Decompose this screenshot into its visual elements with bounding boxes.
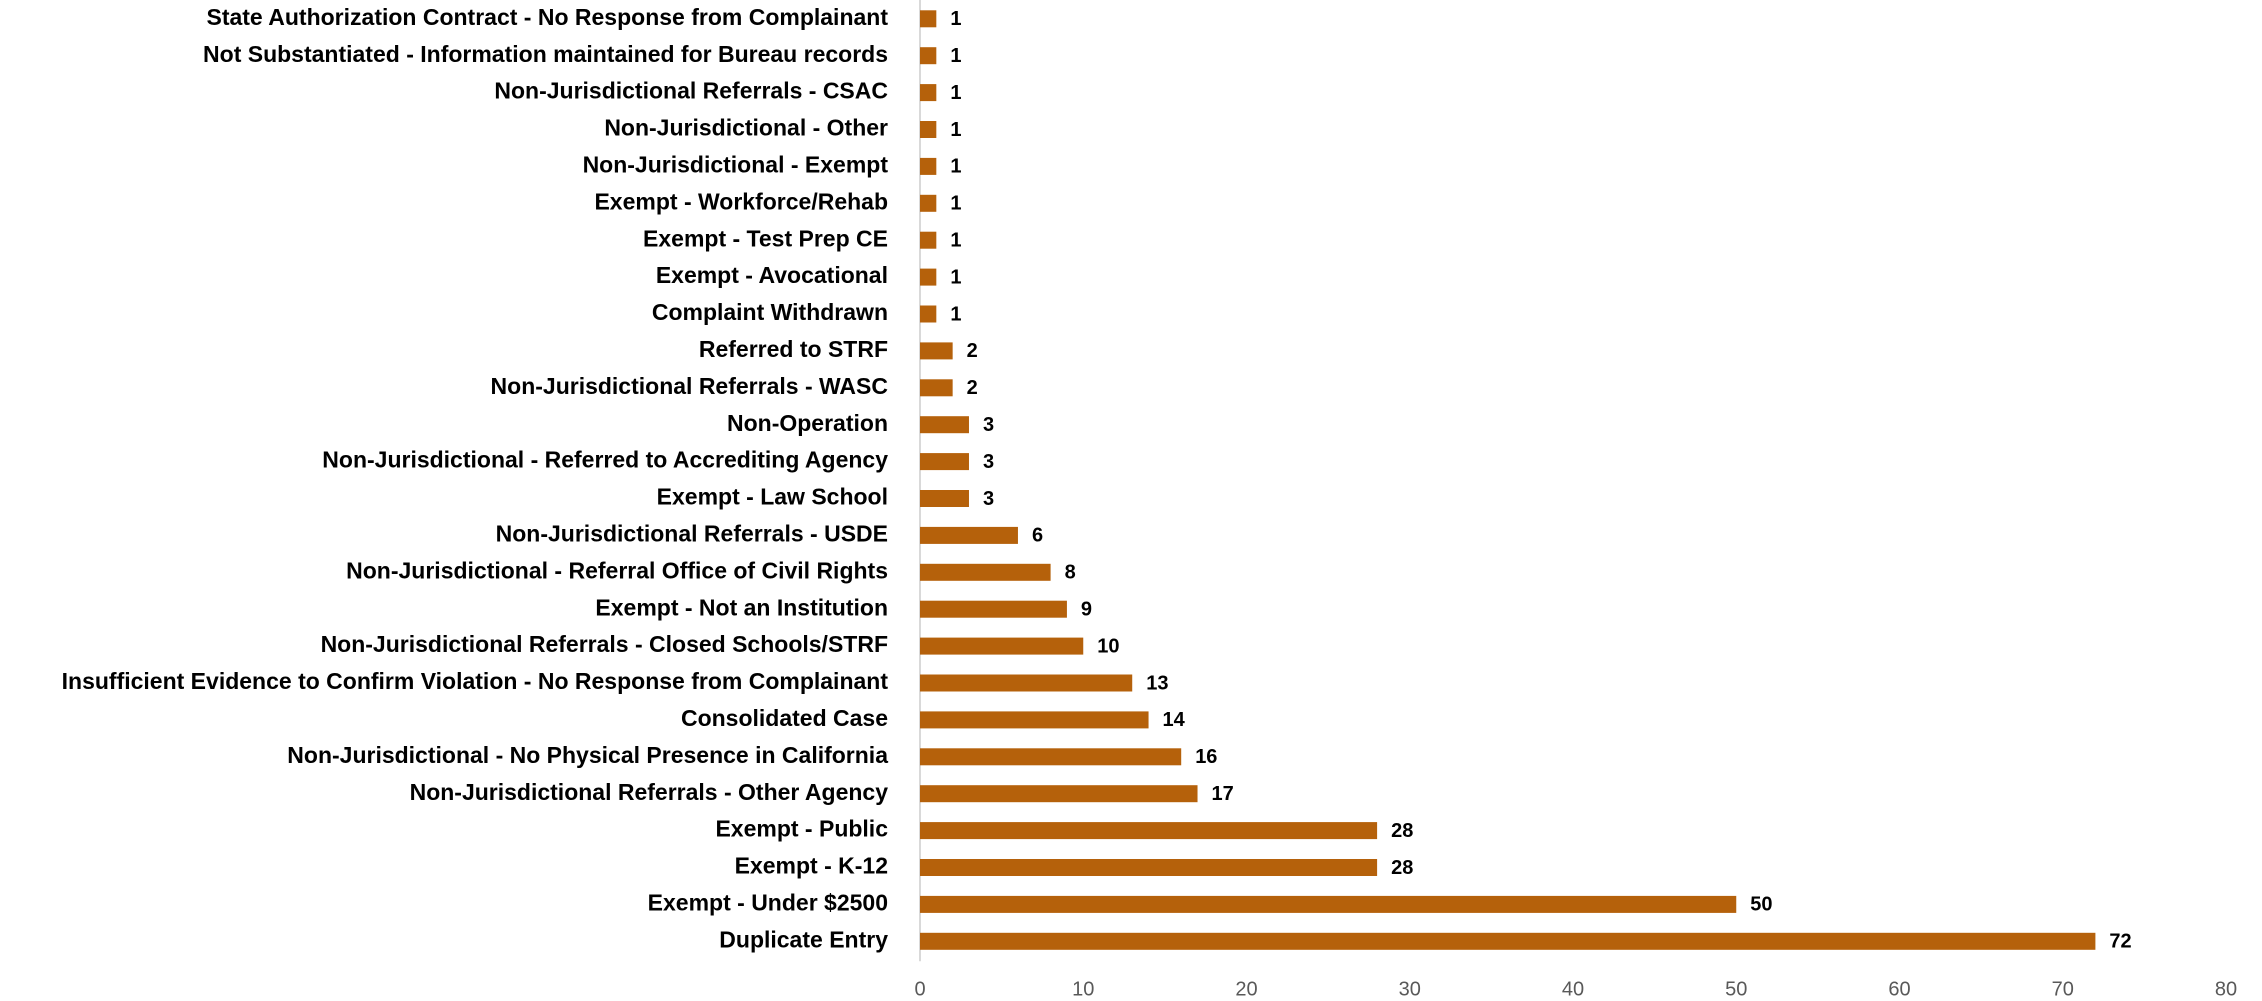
bar: [920, 490, 969, 507]
category-label: State Authorization Contract - No Respon…: [206, 4, 888, 30]
x-tick-label: 40: [1562, 978, 1584, 1000]
category-label: Exempt - Test Prep CE: [643, 225, 888, 251]
bar: [920, 526, 1018, 544]
bar: [920, 157, 937, 175]
bar: [920, 859, 1378, 876]
value-label: 1: [950, 45, 961, 67]
category-label: Exempt - Public: [715, 816, 888, 842]
value-label: 72: [2109, 931, 2131, 953]
value-label: 28: [1391, 820, 1413, 842]
bar: [920, 342, 953, 360]
category-label: Insufficient Evidence to Confirm Violati…: [62, 668, 889, 694]
x-tick-label: 20: [1235, 978, 1257, 1000]
value-label: 10: [1097, 635, 1119, 657]
category-label: Exempt - Workforce/Rehab: [594, 188, 888, 214]
value-label: 28: [1391, 857, 1413, 879]
value-label: 17: [1212, 783, 1234, 805]
category-label: Exempt - K-12: [735, 853, 888, 879]
category-label: Exempt - Avocational: [656, 262, 888, 288]
x-tick-label: 70: [2052, 978, 2074, 1000]
bar: [920, 711, 1149, 729]
bar: [920, 674, 1133, 692]
bar: [920, 748, 1182, 766]
value-label: 2: [967, 377, 978, 399]
bar: [920, 47, 937, 65]
category-label: Non-Jurisdictional - Referred to Accredi…: [322, 447, 888, 473]
bar: [920, 895, 1737, 913]
value-label: 8: [1065, 562, 1076, 584]
category-label: Duplicate Entry: [719, 926, 888, 952]
bar: [920, 379, 953, 397]
category-label: Exempt - Law School: [657, 484, 888, 510]
value-label: 50: [1750, 894, 1772, 916]
bar: [920, 416, 969, 434]
x-tick-label: 50: [1725, 978, 1747, 1000]
bar: [920, 231, 937, 249]
value-label: 16: [1195, 746, 1217, 768]
bar: [920, 822, 1378, 840]
x-tick-label: 0: [914, 978, 925, 1000]
bar: [920, 453, 969, 471]
bar: [920, 194, 937, 212]
value-label: 6: [1032, 525, 1043, 547]
x-tick-label: 60: [1888, 978, 1910, 1000]
value-label: 1: [950, 229, 961, 251]
value-label: 9: [1081, 598, 1092, 620]
category-label: Consolidated Case: [681, 705, 888, 731]
value-label: 3: [983, 414, 994, 436]
value-label: 1: [950, 8, 961, 30]
x-tick-label: 30: [1399, 978, 1421, 1000]
value-label: 1: [950, 82, 961, 104]
category-label: Non-Jurisdictional - Other: [604, 115, 888, 141]
value-label: 13: [1146, 672, 1168, 694]
value-label: 1: [950, 303, 961, 325]
x-tick-label: 10: [1072, 978, 1094, 1000]
bar: [920, 305, 937, 323]
bar: [920, 268, 937, 286]
category-label: Not Substantiated - Information maintain…: [203, 41, 888, 67]
value-label: 1: [950, 119, 961, 141]
category-label: Non-Jurisdictional - Referral Office of …: [346, 557, 888, 583]
value-label: 3: [983, 488, 994, 510]
value-label: 1: [950, 266, 961, 288]
bar: [920, 84, 937, 102]
bar: [920, 932, 2096, 950]
category-label: Non-Operation: [727, 410, 888, 436]
x-tick-label: 80: [2215, 978, 2237, 1000]
category-label: Complaint Withdrawn: [652, 299, 888, 325]
bar: [920, 785, 1198, 803]
category-label: Non-Jurisdictional Referrals - USDE: [496, 520, 888, 546]
value-label: 14: [1163, 709, 1186, 731]
bar: [920, 10, 937, 28]
bar: [920, 637, 1084, 655]
category-label: Non-Jurisdictional - Exempt: [583, 151, 889, 177]
value-label: 1: [950, 193, 961, 215]
bar: [920, 563, 1051, 581]
value-label: 3: [983, 451, 994, 473]
bar: [920, 600, 1067, 618]
category-label: Exempt - Under $2500: [648, 889, 888, 915]
category-label: Non-Jurisdictional Referrals - Closed Sc…: [321, 631, 888, 657]
bar: [920, 121, 937, 138]
value-label: 2: [967, 340, 978, 362]
value-label: 1: [950, 156, 961, 178]
category-label: Non-Jurisdictional - No Physical Presenc…: [287, 742, 888, 768]
category-label: Non-Jurisdictional Referrals - CSAC: [494, 78, 888, 104]
category-label: Non-Jurisdictional Referrals - WASC: [491, 373, 888, 399]
category-label: Non-Jurisdictional Referrals - Other Age…: [410, 779, 889, 805]
category-label: Exempt - Not an Institution: [595, 594, 888, 620]
category-label: Referred to STRF: [699, 336, 888, 362]
